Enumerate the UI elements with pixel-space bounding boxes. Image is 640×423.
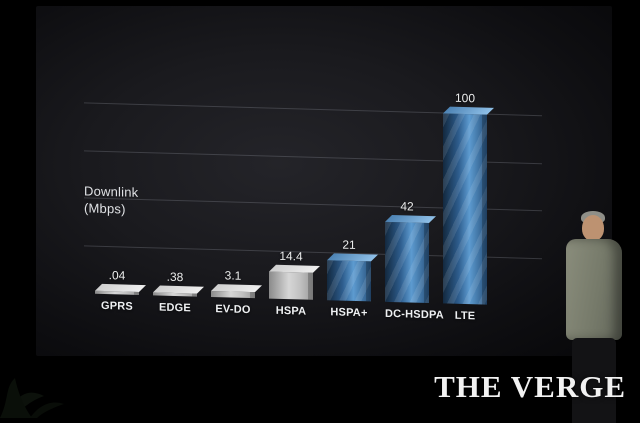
bar-category-label: EDGE [159,301,191,315]
presenter-legs [572,338,616,423]
bar-category-label: LTE [454,309,476,323]
presenter-head [582,215,604,241]
bar-category-label: HSPA+ [330,306,368,320]
bar-top-face [153,285,204,294]
bar [327,253,378,302]
bar [95,283,146,295]
bar-category-label: GPRS [101,299,133,313]
bar-group: .04 [95,268,146,295]
bar-group: 14.4 [269,248,320,300]
bar-group: .38 [153,269,204,297]
bar-group: 100 [443,90,494,305]
bar-value-label: .38 [166,269,184,285]
presenter-figure [552,210,640,423]
bar-category-label: DC-HSDPA [385,307,444,322]
bar-top-face [95,283,146,292]
bar-group: 3.1 [211,268,262,299]
bar [153,285,204,297]
bar [443,106,494,305]
bar-value-label: 14.4 [279,248,303,264]
bars-row: .04 .38 3.1 14.4 21 42 100 [95,81,494,305]
bar-value-label: 42 [400,199,414,214]
bar-top-face [385,215,436,224]
plant-leaves-graphic [0,378,64,418]
bar-top-face [327,253,378,262]
presenter-shirt [566,239,622,340]
bar-value-label: 100 [454,90,476,106]
presentation-slide [36,6,612,356]
category-labels-row: GPRS EDGE EV-DO HSPA HSPA+ DC-HSDPA LTE [95,300,487,323]
bar-category-label: EV-DO [215,303,251,317]
bar-top-face [269,264,320,273]
bar-top-face [211,284,262,293]
bar-value-label: 21 [342,237,356,253]
verge-watermark: THE VERGE [434,369,626,404]
bar-value-label: 3.1 [224,268,242,283]
bar-value-label: .04 [108,268,126,283]
bar-group: 21 [327,237,378,302]
bar [385,215,436,304]
bar-group: 42 [385,199,436,304]
bar-category-label: HSPA [275,304,307,318]
plant-silhouette [0,360,82,423]
bar [269,264,320,300]
bar-top-face [443,106,494,115]
bar [211,284,262,299]
plot-area: .04 .38 3.1 14.4 21 42 100 GPRS EDGE EV-DO HSPA HS… [84,91,542,322]
